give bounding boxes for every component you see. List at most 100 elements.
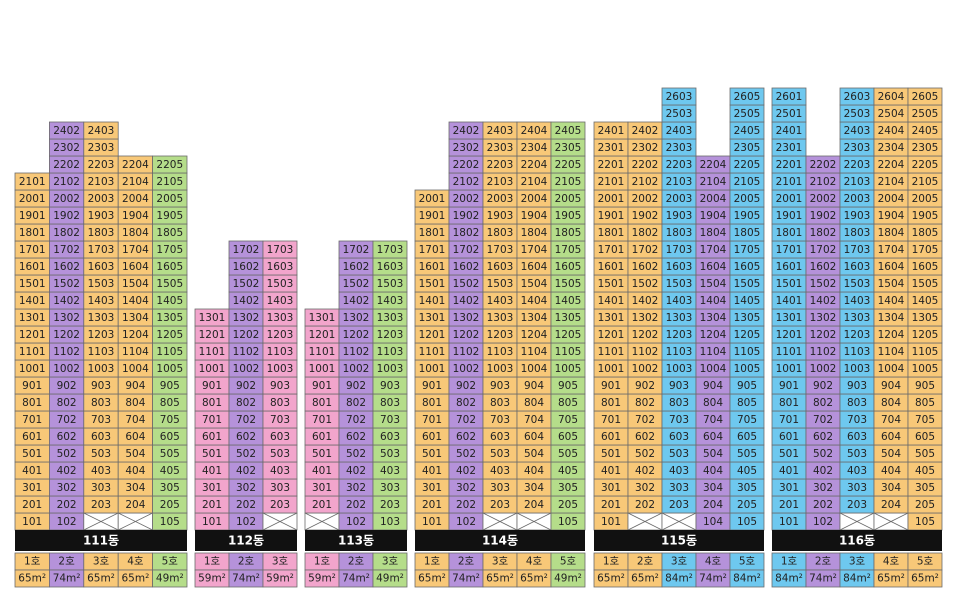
unit-number: 2505 [912,108,939,120]
unit-number: 802 [236,397,256,409]
unit-number: 105 [915,516,935,528]
unit-number: 503 [270,448,290,460]
unit-number: 302 [813,482,833,494]
empty-cross [839,512,875,531]
unit-number: 1202 [453,329,480,341]
unit-number: 1601 [776,261,803,273]
unit-number: 1603 [267,261,294,273]
unit-number: 1102 [233,346,260,358]
unit-number: 1604 [700,261,727,273]
unit-number: 1805 [734,227,761,239]
unit-number: 1601 [419,261,446,273]
unit-number: 1005 [555,363,582,375]
unit-number: 804 [125,397,145,409]
unit-number: 1502 [233,278,260,290]
unit-number: 803 [91,397,111,409]
unit-area: 65m² [520,573,548,585]
unit-number: 1604 [521,261,548,273]
unit-number: 405 [737,465,757,477]
unit-number: 1502 [53,278,80,290]
unit-number: 1803 [844,227,871,239]
unit-number: 401 [312,465,332,477]
unit-number: 503 [669,448,689,460]
unit-number: 1102 [53,346,80,358]
unit-number: 1001 [419,363,446,375]
unit-type: 5호 [917,556,934,568]
unit-number: 2304 [521,142,548,154]
unit-number: 1501 [419,278,446,290]
unit-number: 401 [202,465,222,477]
unit-number: 202 [346,499,366,511]
area-cell [372,569,408,588]
unit-number: 2203 [666,159,693,171]
unit-number: 602 [813,431,833,443]
unit-number: 1403 [267,295,294,307]
unit-number: 1404 [122,295,149,307]
unit-number: 1102 [810,346,837,358]
unit-number: 1801 [19,227,46,239]
unit-number: 1505 [156,278,183,290]
unit-number: 2203 [88,159,115,171]
unit-number: 2402 [53,125,80,137]
unit-number: 602 [635,431,655,443]
unit-number: 1704 [122,244,149,256]
unit-number: 502 [813,448,833,460]
unit-number: 1901 [776,210,803,222]
unit-number: 205 [737,499,757,511]
unit-number: 2202 [53,159,80,171]
unit-number: 1304 [521,312,548,324]
area-cell [729,569,765,588]
unit-number: 1901 [419,210,446,222]
unit-number: 703 [490,414,510,426]
unit-number: 1405 [734,295,761,307]
unit-number: 1002 [343,363,370,375]
unit-number: 1702 [343,244,370,256]
unit-number: 105 [558,516,578,528]
unit-number: 205 [160,499,180,511]
unit-number: 1202 [233,329,260,341]
unit-number: 1503 [88,278,115,290]
building-name: 115동 [661,534,697,548]
unit-number: 901 [312,380,332,392]
unit-number: 1102 [343,346,370,358]
unit-number: 1704 [700,244,727,256]
unit-number: 1602 [53,261,80,273]
unit-number: 1002 [632,363,659,375]
unit-number: 301 [312,482,332,494]
unit-number: 801 [22,397,42,409]
unit-number: 505 [558,448,578,460]
unit-number: 1404 [700,295,727,307]
unit-area: 65m² [418,573,446,585]
unit-number: 1601 [19,261,46,273]
unit-number: 203 [91,499,111,511]
unit-number: 1802 [453,227,480,239]
unit-number: 504 [703,448,723,460]
unit-number: 302 [456,482,476,494]
unit-number: 1805 [555,227,582,239]
unit-number: 2101 [776,176,803,188]
unit-number: 1804 [700,227,727,239]
unit-number: 1703 [88,244,115,256]
unit-number: 1404 [878,295,905,307]
unit-number: 303 [847,482,867,494]
unit-number: 1704 [878,244,905,256]
unit-number: 2403 [88,125,115,137]
unit-number: 101 [422,516,442,528]
unit-number: 2401 [776,125,803,137]
unit-number: 1402 [453,295,480,307]
unit-number: 1802 [53,227,80,239]
empty-cross [83,512,119,531]
unit-number: 1904 [521,210,548,222]
unit-number: 1901 [598,210,625,222]
unit-number: 1503 [487,278,514,290]
unit-number: 2603 [666,91,693,103]
unit-number: 1402 [810,295,837,307]
unit-area: 74m² [452,573,480,585]
unit-number: 1505 [912,278,939,290]
unit-number: 304 [524,482,544,494]
unit-number: 1202 [343,329,370,341]
unit-number: 1201 [419,329,446,341]
unit-number: 1904 [700,210,727,222]
unit-number: 1001 [598,363,625,375]
unit-number: 1504 [122,278,149,290]
